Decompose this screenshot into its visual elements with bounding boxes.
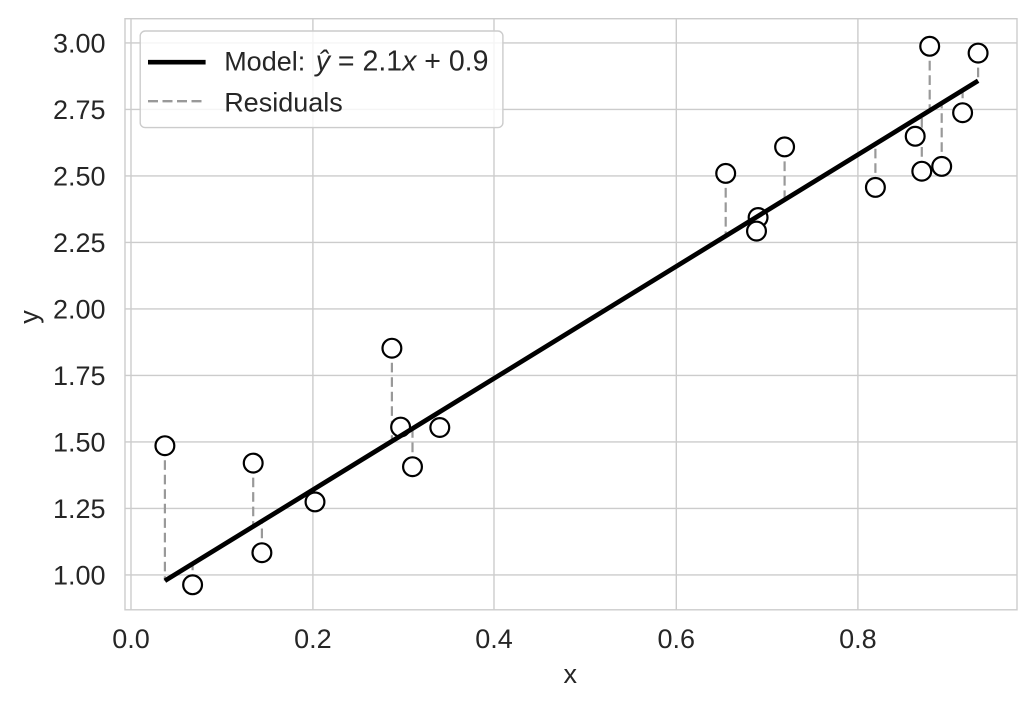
svg-text:1.25: 1.25 bbox=[53, 494, 106, 524]
svg-text:x: x bbox=[564, 659, 578, 689]
svg-text:2.25: 2.25 bbox=[53, 228, 106, 258]
svg-text:1.00: 1.00 bbox=[53, 561, 106, 591]
svg-text:y: y bbox=[14, 310, 44, 324]
svg-text:2.75: 2.75 bbox=[53, 95, 106, 125]
svg-text:0.0: 0.0 bbox=[112, 624, 150, 654]
svg-text:0.6: 0.6 bbox=[658, 624, 696, 654]
svg-text:0.2: 0.2 bbox=[294, 624, 332, 654]
svg-text:0.4: 0.4 bbox=[475, 624, 513, 654]
svg-text:1.50: 1.50 bbox=[53, 428, 106, 458]
svg-text:1.75: 1.75 bbox=[53, 361, 106, 391]
svg-text:2.50: 2.50 bbox=[53, 162, 106, 192]
svg-text:2.00: 2.00 bbox=[53, 295, 106, 325]
svg-text:Residuals: Residuals bbox=[224, 88, 343, 118]
svg-text:0.8: 0.8 bbox=[839, 624, 877, 654]
svg-text:Model: ŷ = 2.1x + 0.9: Model: ŷ = 2.1x + 0.9 bbox=[224, 46, 488, 78]
svg-text:3.00: 3.00 bbox=[53, 29, 106, 59]
